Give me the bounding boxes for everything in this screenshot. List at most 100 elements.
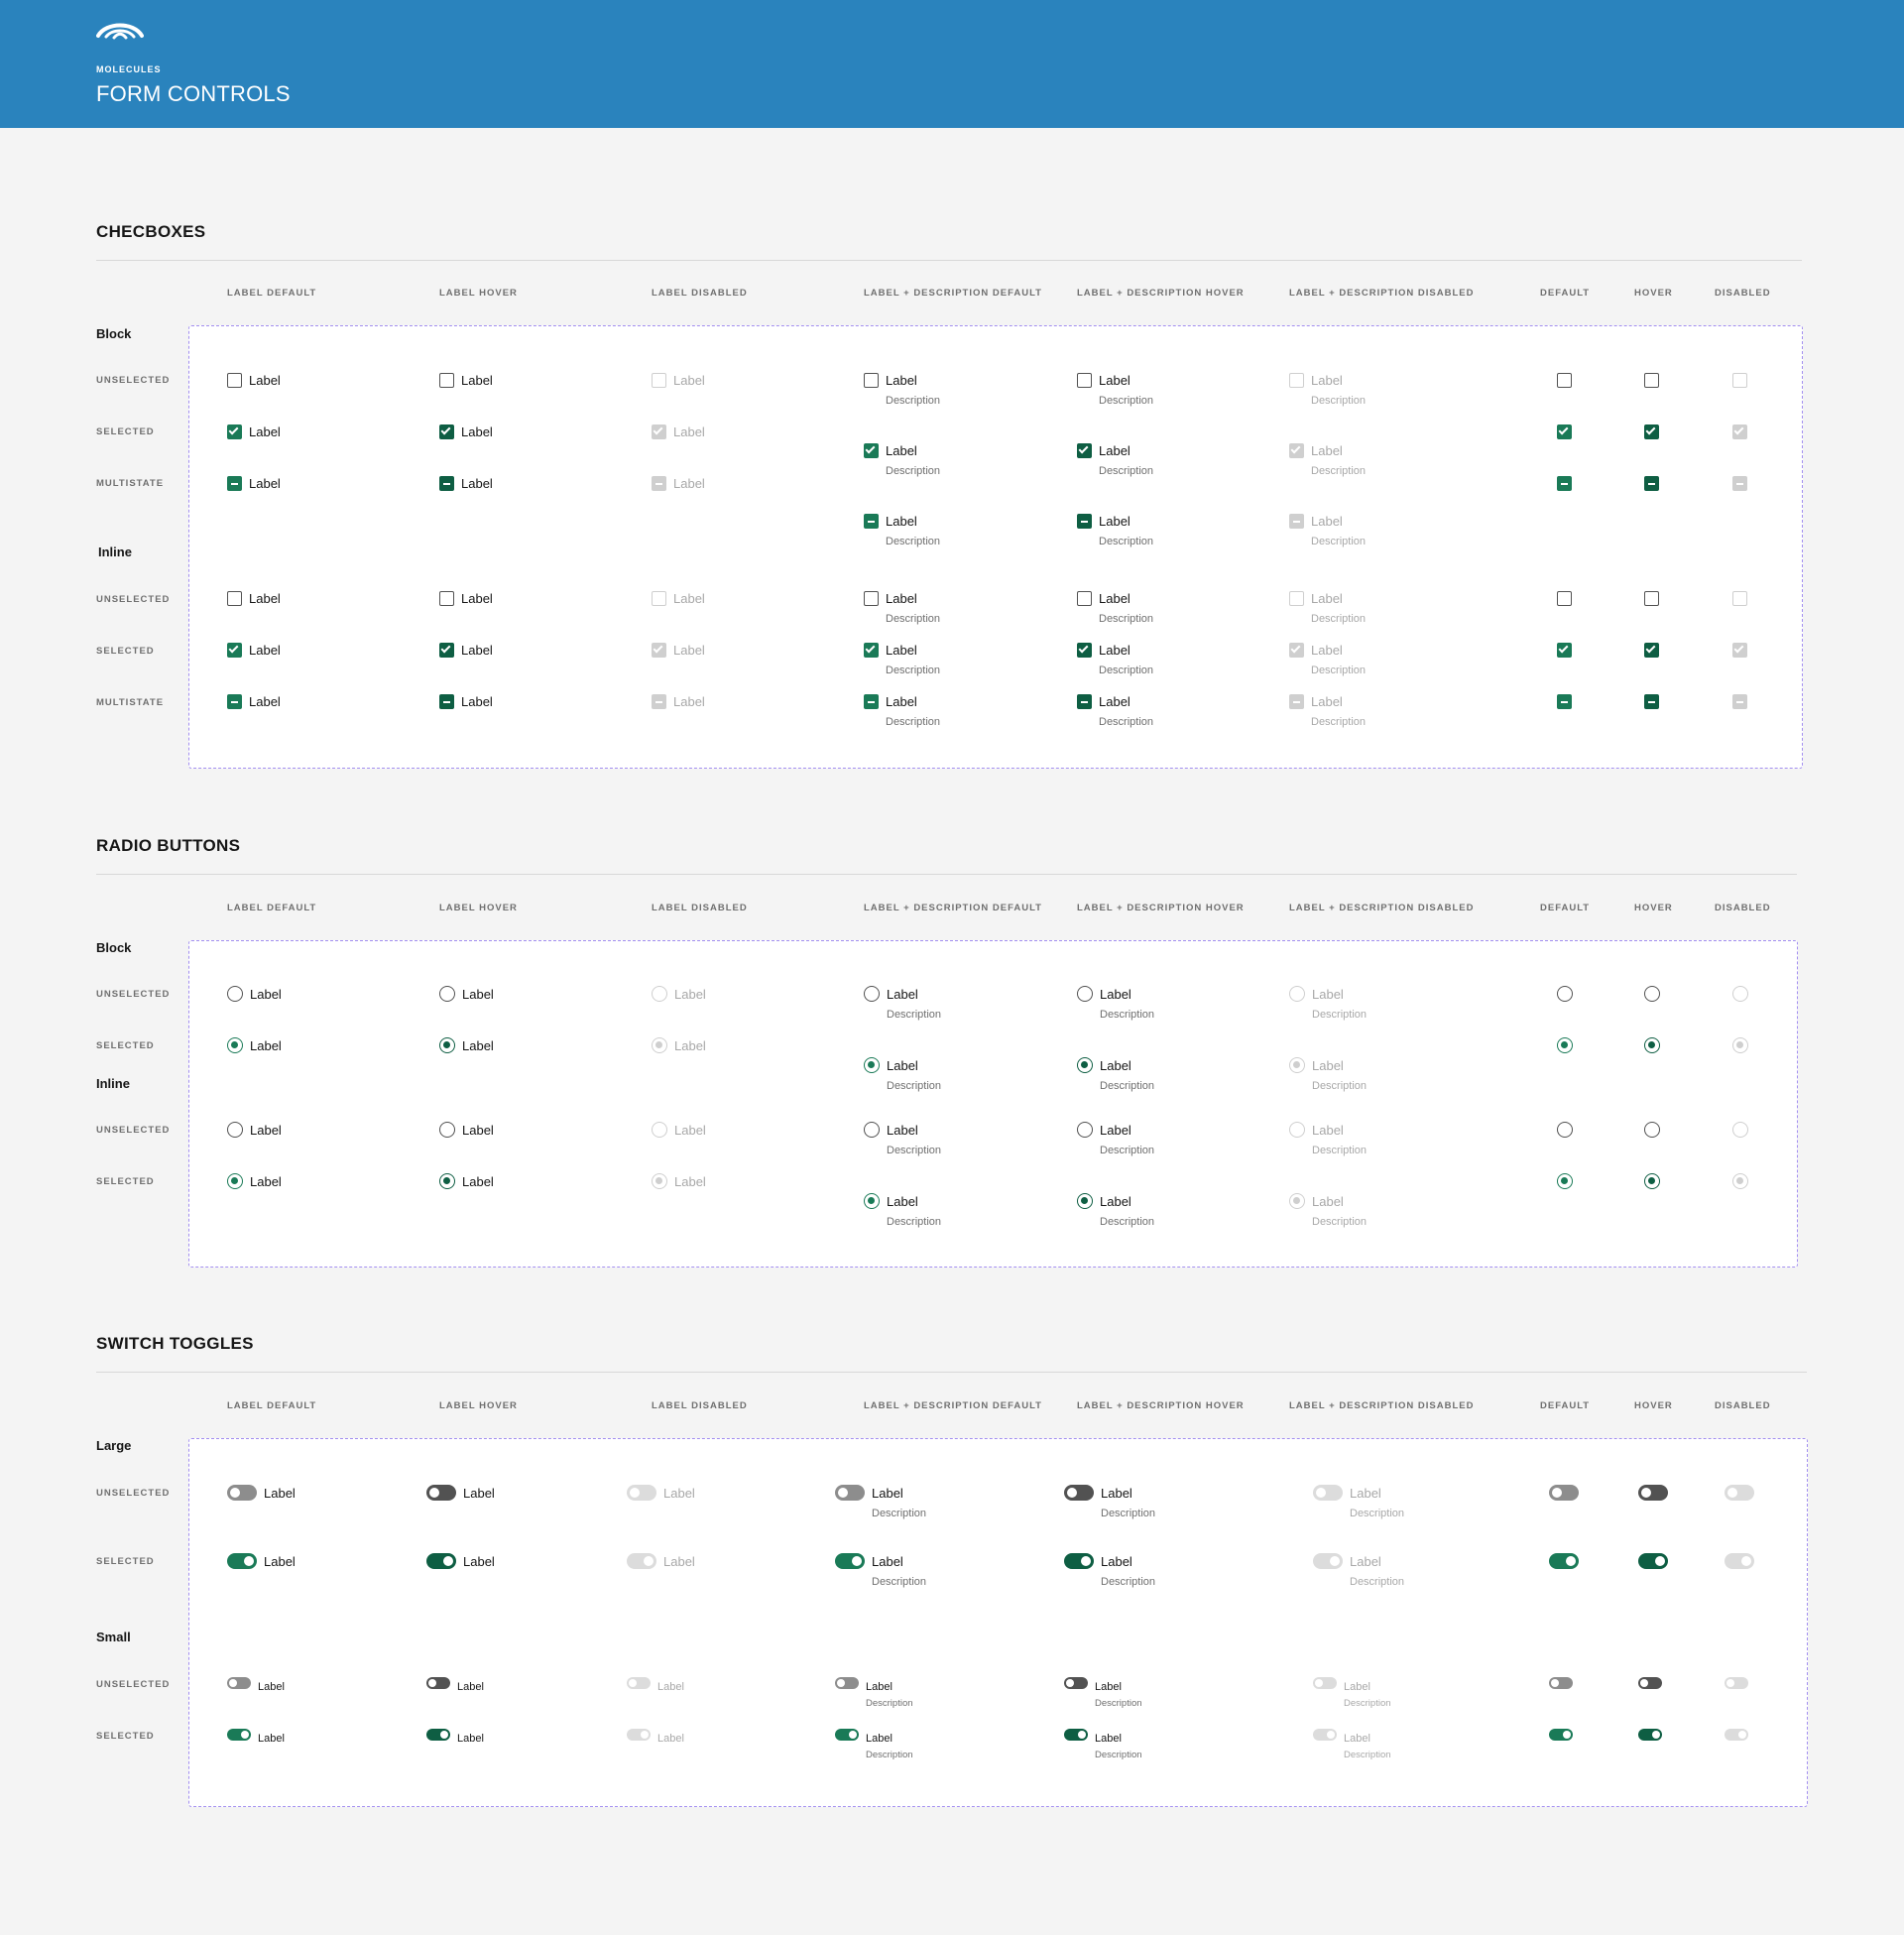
toggle-switch[interactable] — [627, 1553, 656, 1569]
control-item[interactable]: Label — [227, 1729, 285, 1747]
checkbox-icon[interactable] — [1644, 591, 1659, 606]
checkbox-icon[interactable] — [439, 373, 454, 388]
control-only[interactable] — [1638, 1729, 1669, 1741]
control-item[interactable]: Label — [652, 1122, 706, 1140]
toggle-switch[interactable] — [835, 1729, 859, 1741]
toggle-switch[interactable] — [627, 1729, 651, 1741]
toggle-switch[interactable] — [1064, 1677, 1088, 1689]
control-only[interactable] — [1557, 986, 1580, 1002]
checkbox-icon[interactable] — [227, 591, 242, 606]
control-item[interactable]: Label — [426, 1485, 495, 1503]
control-item[interactable]: Label — [227, 1122, 282, 1140]
checkbox-icon[interactable] — [1557, 694, 1572, 709]
control-item[interactable]: Label — [227, 590, 281, 608]
toggle-switch[interactable] — [835, 1485, 865, 1501]
checkbox-icon[interactable] — [864, 373, 879, 388]
control-only[interactable] — [1644, 423, 1666, 439]
control-item[interactable]: Label Description — [1064, 1729, 1142, 1762]
control-item[interactable]: Label Description — [864, 1057, 941, 1093]
toggle-switch[interactable] — [1725, 1553, 1754, 1569]
control-only[interactable] — [1732, 1122, 1755, 1138]
control-item[interactable]: Label — [652, 642, 705, 660]
control-item[interactable]: Label — [227, 423, 281, 441]
checkbox-icon[interactable] — [1557, 424, 1572, 439]
radio-icon[interactable] — [1077, 1057, 1093, 1073]
control-item[interactable]: Label — [439, 1037, 494, 1055]
radio-icon[interactable] — [864, 1193, 880, 1209]
control-item[interactable]: Label Description — [1289, 1193, 1367, 1229]
checkbox-icon[interactable] — [227, 694, 242, 709]
control-only[interactable] — [1725, 1729, 1755, 1741]
toggle-switch[interactable] — [1638, 1729, 1662, 1741]
control-only[interactable] — [1644, 590, 1666, 606]
control-item[interactable]: Label — [227, 372, 281, 390]
radio-icon[interactable] — [1077, 1193, 1093, 1209]
control-item[interactable]: Label Description — [1077, 693, 1153, 729]
control-item[interactable]: Label Description — [1077, 513, 1153, 548]
toggle-switch[interactable] — [426, 1677, 450, 1689]
radio-icon[interactable] — [1644, 1037, 1660, 1053]
toggle-switch[interactable] — [1638, 1553, 1668, 1569]
checkbox-icon[interactable] — [1732, 373, 1747, 388]
control-only[interactable] — [1644, 1037, 1667, 1053]
control-only[interactable] — [1549, 1677, 1580, 1689]
control-item[interactable]: Label Description — [1289, 642, 1366, 677]
control-item[interactable]: Label Description — [1289, 372, 1366, 408]
toggle-switch[interactable] — [835, 1677, 859, 1689]
checkbox-icon[interactable] — [1289, 694, 1304, 709]
radio-icon[interactable] — [1557, 1037, 1573, 1053]
control-item[interactable]: Label Description — [1077, 642, 1153, 677]
control-only[interactable] — [1732, 642, 1754, 658]
checkbox-icon[interactable] — [652, 373, 666, 388]
control-item[interactable]: Label Description — [1313, 1553, 1404, 1589]
control-item[interactable]: Label — [227, 1037, 282, 1055]
control-only[interactable] — [1725, 1677, 1755, 1689]
checkbox-icon[interactable] — [439, 643, 454, 658]
checkbox-icon[interactable] — [1289, 591, 1304, 606]
checkbox-icon[interactable] — [652, 424, 666, 439]
control-item[interactable]: Label — [652, 372, 705, 390]
checkbox-icon[interactable] — [864, 443, 879, 458]
control-item[interactable]: Label Description — [835, 1729, 913, 1762]
control-item[interactable]: Label Description — [1289, 693, 1366, 729]
toggle-switch[interactable] — [835, 1553, 865, 1569]
control-item[interactable]: Label Description — [864, 642, 940, 677]
radio-icon[interactable] — [227, 1122, 243, 1138]
radio-icon[interactable] — [864, 1122, 880, 1138]
checkbox-icon[interactable] — [1289, 643, 1304, 658]
toggle-switch[interactable] — [1313, 1553, 1343, 1569]
checkbox-icon[interactable] — [864, 643, 879, 658]
checkbox-icon[interactable] — [227, 424, 242, 439]
radio-icon[interactable] — [1077, 1122, 1093, 1138]
checkbox-icon[interactable] — [864, 694, 879, 709]
checkbox-icon[interactable] — [1289, 443, 1304, 458]
control-item[interactable]: Label — [426, 1729, 484, 1747]
control-item[interactable]: Label Description — [864, 693, 940, 729]
control-only[interactable] — [1732, 423, 1754, 439]
control-item[interactable]: Label Description — [1313, 1485, 1404, 1520]
radio-icon[interactable] — [1077, 986, 1093, 1002]
control-only[interactable] — [1557, 475, 1579, 491]
checkbox-icon[interactable] — [1732, 694, 1747, 709]
control-item[interactable]: Label Description — [1289, 986, 1367, 1022]
checkbox-icon[interactable] — [439, 591, 454, 606]
control-only[interactable] — [1557, 1122, 1580, 1138]
control-item[interactable]: Label — [439, 423, 493, 441]
radio-icon[interactable] — [1732, 1122, 1748, 1138]
control-item[interactable]: Label — [652, 590, 705, 608]
radio-icon[interactable] — [652, 1037, 667, 1053]
radio-icon[interactable] — [1644, 1173, 1660, 1189]
checkbox-icon[interactable] — [1289, 514, 1304, 529]
control-only[interactable] — [1638, 1553, 1675, 1569]
toggle-switch[interactable] — [1549, 1485, 1579, 1501]
toggle-switch[interactable] — [1549, 1677, 1573, 1689]
checkbox-icon[interactable] — [652, 643, 666, 658]
checkbox-icon[interactable] — [439, 424, 454, 439]
control-item[interactable]: Label Description — [1077, 1057, 1154, 1093]
checkbox-icon[interactable] — [1077, 373, 1092, 388]
toggle-switch[interactable] — [1638, 1485, 1668, 1501]
control-item[interactable]: Label — [227, 475, 281, 493]
control-item[interactable]: Label Description — [1289, 1122, 1367, 1157]
radio-icon[interactable] — [1732, 1037, 1748, 1053]
toggle-switch[interactable] — [627, 1677, 651, 1689]
